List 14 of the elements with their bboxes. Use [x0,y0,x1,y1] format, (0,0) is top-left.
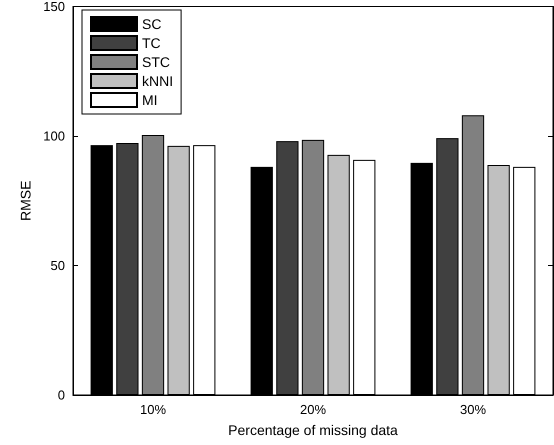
y-tick-label: 50 [50,258,65,273]
legend-label: SC [142,16,162,32]
legend-label: kNNI [142,73,174,89]
x-axis-title: Percentage of missing data [228,422,398,438]
x-tick-label: 30% [460,402,486,417]
y-tick-label: 150 [43,0,65,14]
x-tick-label: 10% [140,402,166,417]
y-axis-title: RMSE [17,180,34,221]
legend-label: STC [142,54,170,70]
y-tick-label: 100 [43,128,65,144]
y-tick-label: 0 [58,388,65,402]
legend-label: MI [142,92,158,108]
legend-label: TC [142,35,161,51]
x-tick-label: 20% [300,402,326,417]
